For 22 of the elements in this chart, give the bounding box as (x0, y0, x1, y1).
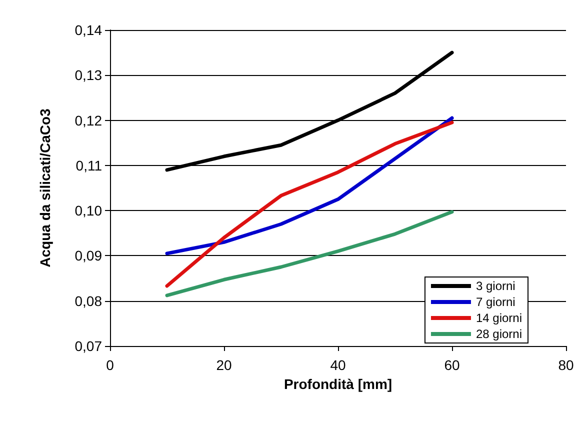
y-tick-label: 0,14 (74, 22, 102, 38)
legend-label: 3 giorni (476, 279, 516, 293)
x-tick-label: 0 (106, 357, 114, 373)
y-tick-label: 0,07 (74, 338, 102, 354)
x-axis-title: Profondità [mm] (284, 376, 392, 392)
y-tick-label: 0,10 (74, 202, 102, 219)
y-tick-label: 0,12 (74, 112, 102, 128)
y-tick-label: 0,13 (74, 67, 102, 84)
x-tick-label: 80 (558, 357, 574, 373)
y-tick-label: 0,08 (74, 292, 102, 309)
legend-label: 7 giorni (476, 295, 516, 309)
line-series (165, 116, 454, 256)
y-tick-label: 0,11 (76, 157, 102, 174)
legend-label: 14 giorni (476, 311, 522, 325)
legend-label: 28 giorni (476, 327, 522, 341)
y-tick-label: 0,09 (74, 248, 102, 264)
line-series (165, 120, 454, 288)
x-tick-label: 20 (216, 357, 232, 373)
x-tick-label: 60 (444, 357, 460, 373)
y-axis-title: Acqua da silicati/CaCo3 (37, 108, 53, 268)
x-tick-label: 40 (330, 357, 346, 373)
line-series (165, 210, 454, 298)
